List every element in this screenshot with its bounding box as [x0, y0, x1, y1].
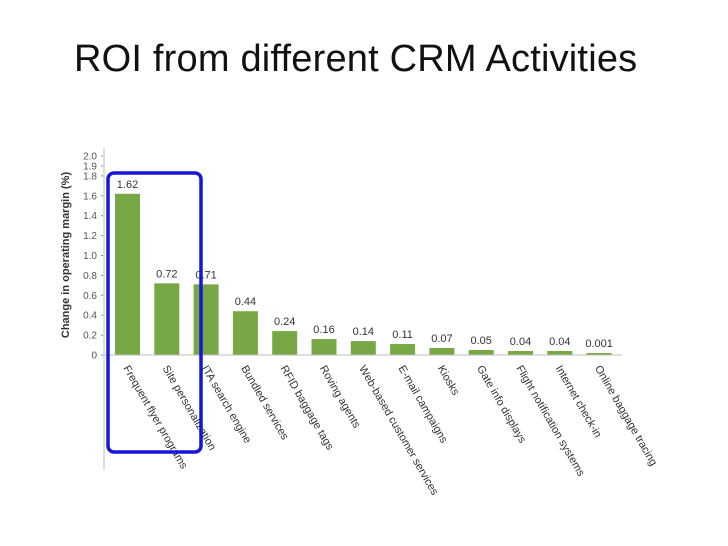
slide-title: ROI from different CRM Activities: [74, 38, 638, 80]
bar: [390, 344, 416, 355]
bar-value-label: 0.72: [156, 268, 177, 280]
bar: [468, 350, 494, 355]
y-tick-label: 0.4: [83, 311, 97, 322]
y-tick-label: 2.0: [83, 152, 97, 163]
bar: [586, 353, 612, 355]
bar: [508, 351, 533, 355]
y-tick-label: 1.0: [83, 251, 97, 262]
bar-value-label: 0.14: [353, 326, 374, 338]
y-tick-label: 0: [91, 351, 97, 362]
bar-value-label: 0.001: [585, 338, 613, 350]
y-axis-title: Change in operating margin (%): [60, 172, 72, 339]
bar: [429, 348, 455, 355]
y-tick-label: 1.8: [83, 171, 97, 182]
bar-value-label: 0.71: [195, 269, 216, 281]
bar: [311, 339, 337, 355]
x-category-label: Web-based customer services: [356, 364, 441, 498]
bar-value-label: 0.07: [431, 333, 452, 345]
bar-value-label: 0.16: [313, 324, 334, 336]
bar-value-label: 0.24: [274, 316, 295, 328]
bar-value-label: 0.11: [392, 329, 413, 341]
bar-value-label: 0.05: [470, 335, 491, 347]
y-tick-label: 1.9: [83, 161, 97, 172]
highlight-box: [106, 171, 203, 454]
bar: [193, 284, 219, 355]
y-tick-label: 1.6: [83, 191, 97, 202]
bar: [272, 331, 298, 355]
y-tick-label: 1.4: [83, 211, 97, 222]
bar: [547, 351, 573, 355]
bars: [115, 193, 612, 355]
y-tick-label: 0.2: [83, 331, 97, 342]
x-category-label: Kiosks: [435, 364, 462, 398]
bar: [154, 283, 180, 355]
bar: [350, 341, 376, 355]
y-tick-label: 1.2: [83, 231, 97, 242]
bar-value-label: 0.04: [549, 336, 570, 348]
value-labels: 1.62 0.72 0.71 0.44 0.24 0.16 0.14 0.11 0.07 0.05…: [117, 179, 613, 350]
bar-value-label: 0.44: [235, 296, 256, 308]
y-tick-label: 0.8: [83, 271, 97, 282]
bar: [232, 311, 258, 355]
x-category-label: Online baggage tracing: [592, 364, 659, 469]
y-tick-label: 0.6: [83, 291, 97, 302]
bar: [115, 193, 140, 355]
x-category-label: Flight notification systems: [513, 364, 587, 479]
bar-value-label: 1.62: [117, 179, 138, 191]
y-axis-ticks: 0 0.2 0.4 0.6 0.8 1.0 1.2 1.4 1.6 1.81.92.0: [83, 152, 104, 362]
bar-value-label: 0.04: [510, 336, 531, 348]
x-category-label: Roving agents: [317, 364, 363, 431]
